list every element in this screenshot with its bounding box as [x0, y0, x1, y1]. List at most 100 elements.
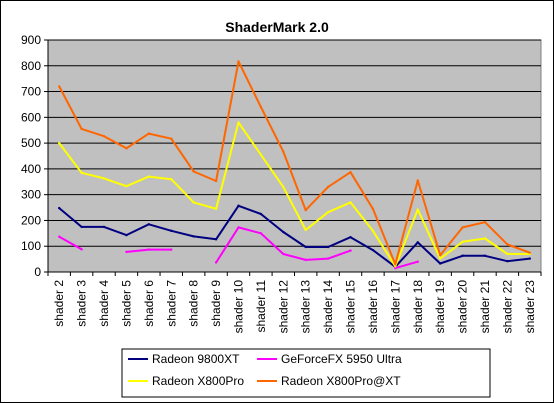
chart-title: ShaderMark 2.0 [225, 19, 329, 35]
data-point [214, 207, 218, 211]
data-point [80, 127, 83, 131]
y-tick-label: 800 [21, 59, 41, 73]
data-point [282, 230, 285, 234]
data-point [461, 240, 464, 244]
data-point [326, 257, 330, 260]
data-point [80, 225, 83, 229]
x-tick-label: shader 7 [164, 280, 178, 327]
data-point [326, 245, 330, 249]
data-point [147, 175, 151, 178]
data-point [259, 212, 263, 216]
data-point [528, 257, 531, 260]
data-point [147, 132, 151, 135]
data-point [416, 241, 419, 244]
data-point [170, 248, 173, 251]
data-point [349, 249, 352, 252]
series-2 [58, 226, 419, 270]
data-point [170, 137, 173, 140]
series-3 [58, 121, 531, 268]
series-line [395, 260, 419, 270]
data-point [125, 250, 128, 254]
legend-label: GeForceFX 5950 Ultra [281, 352, 402, 366]
x-tick-label: shader 3 [75, 280, 89, 327]
data-point [371, 207, 375, 211]
data-point [170, 229, 173, 232]
x-tick-label: shader 21 [478, 280, 492, 334]
data-point [125, 184, 128, 188]
y-tick-label: 500 [21, 136, 41, 150]
data-point [192, 235, 195, 238]
data-point [102, 177, 106, 180]
x-tick-label: shader 22 [500, 280, 514, 334]
y-tick-label: 900 [21, 33, 41, 47]
data-point [237, 226, 240, 229]
x-tick-label: shader 5 [119, 280, 133, 327]
data-point [214, 261, 218, 264]
data-point [326, 210, 330, 214]
data-point [304, 208, 307, 212]
data-point [214, 179, 218, 183]
y-tick-label: 200 [21, 213, 41, 227]
data-point [102, 134, 106, 138]
x-tick-label: shader 6 [142, 280, 156, 327]
x-tick-label: shader 9 [209, 280, 223, 327]
data-point [102, 225, 106, 229]
data-point [394, 265, 397, 268]
x-tick-label: shader 8 [187, 280, 201, 327]
series-line [58, 235, 83, 251]
plot-area: 0 100 200 300 400 500 600 700 800 900 shader 2 shad… [21, 33, 542, 334]
x-tick-label: shader 13 [299, 280, 313, 334]
data-point [483, 221, 487, 224]
series-line [58, 204, 530, 268]
y-tick-label: 100 [21, 239, 41, 253]
data-point [394, 266, 397, 270]
data-point [506, 259, 509, 263]
y-tick-label: 400 [21, 162, 41, 176]
data-point [170, 178, 173, 181]
x-tick-label: shader 2 [52, 280, 66, 327]
data-point [506, 252, 509, 256]
x-tick-label: shader 11 [254, 280, 268, 333]
data-point [506, 243, 509, 246]
data-point [282, 185, 285, 189]
data-point [125, 233, 128, 237]
series-line [58, 60, 531, 266]
data-point [259, 105, 263, 109]
y-tick-label: 300 [21, 188, 41, 202]
data-point [483, 254, 487, 257]
data-point [58, 85, 61, 88]
data-point [259, 153, 263, 156]
data-point [394, 263, 397, 266]
x-tick-label: shader 15 [344, 280, 358, 334]
series-4 [58, 60, 531, 266]
x-tick-label: shader 17 [388, 280, 402, 334]
legend-box [121, 348, 491, 398]
y-tick-label: 600 [21, 110, 41, 124]
data-point [483, 237, 487, 240]
data-point [282, 150, 285, 153]
data-point [461, 254, 464, 257]
legend-label: Radeon 9800XT [152, 352, 240, 366]
data-point [259, 232, 263, 235]
data-point [349, 201, 352, 204]
data-point [304, 228, 307, 232]
x-tick-label: shader 14 [321, 280, 335, 334]
legend: Radeon 9800XT GeForceFX 5950 Ultra Radeon … [121, 348, 491, 398]
data-point [349, 236, 352, 239]
data-point [528, 251, 531, 254]
data-point [349, 171, 352, 174]
data-point [438, 257, 442, 260]
legend-label: Radeon X800Pro [152, 374, 244, 388]
legend-label: Radeon X800Pro@XT [281, 374, 401, 388]
data-point [282, 252, 285, 256]
data-point [80, 171, 83, 174]
data-point [147, 223, 151, 226]
data-point [58, 235, 61, 238]
data-point [214, 238, 218, 241]
data-point [416, 260, 419, 263]
data-point [416, 208, 419, 211]
y-tick-label: 0 [34, 265, 41, 279]
data-point [371, 229, 375, 232]
x-tick-label: shader 12 [276, 280, 290, 334]
